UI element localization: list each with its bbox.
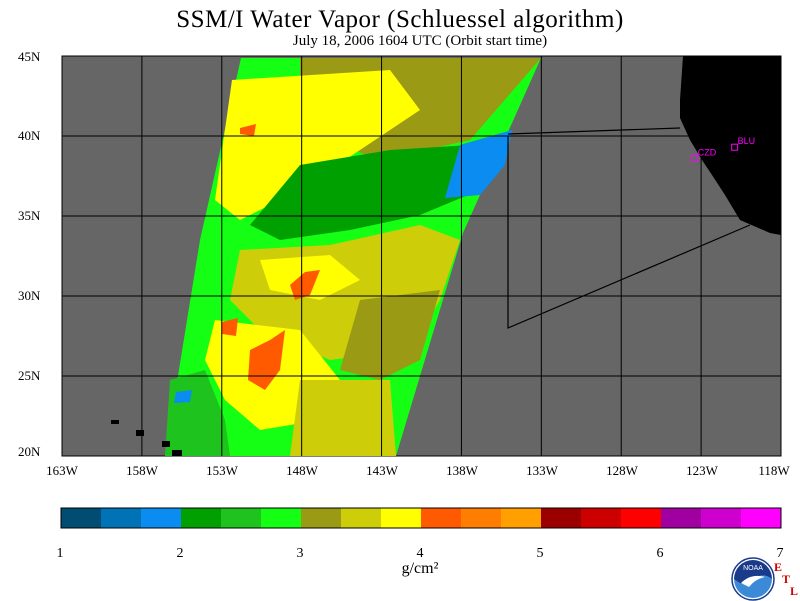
colorbar-tick: 3 <box>296 546 304 561</box>
region-outline-top <box>507 127 681 135</box>
lon-label: 143W <box>366 463 398 478</box>
lon-label: 133W <box>526 463 558 478</box>
colorbar-swatch <box>541 508 582 528</box>
map-subtitle: July 18, 2006 1604 UTC (Orbit start time… <box>292 33 548 49</box>
colorbar-swatch <box>301 508 342 528</box>
lon-label: 148W <box>286 463 318 478</box>
colorbar-swatch <box>741 508 782 528</box>
station-marker-blu <box>731 143 739 151</box>
colorbar-swatch <box>581 508 622 528</box>
colorbar-swatch <box>621 508 662 528</box>
station-markers: CZD BLU <box>691 136 756 162</box>
swath-orange-c <box>222 318 238 336</box>
swath-orange-d <box>240 124 256 136</box>
colorbar-swatch <box>181 508 222 528</box>
colorbar-swatch <box>101 508 142 528</box>
lat-label: 35N <box>18 208 41 223</box>
swath-orange-a <box>290 270 320 300</box>
colorbar-tick: 1 <box>56 546 64 561</box>
station-label-czd: CZD <box>698 147 717 157</box>
lon-label: 158W <box>126 463 158 478</box>
swath-yellow-north <box>215 70 420 220</box>
colorbar-units: g/cm² <box>401 560 439 577</box>
lat-label: 25N <box>18 368 41 383</box>
etl-letter-t: T <box>782 572 791 586</box>
noaa-logo-icon: NOAA <box>731 557 775 601</box>
swath-orange-b <box>248 330 285 390</box>
lon-label: 138W <box>446 463 478 478</box>
colorbar-swatch <box>261 508 302 528</box>
colorbar-swatch <box>221 508 262 528</box>
etl-letter-l: L <box>790 584 799 598</box>
colorbar-swatch <box>141 508 182 528</box>
swath-khaki-south <box>290 380 396 456</box>
swath <box>165 58 541 456</box>
lon-label: 118W <box>758 463 790 478</box>
lon-label: 123W <box>686 463 718 478</box>
svg-text:NOAA: NOAA <box>743 565 763 572</box>
colorbar-tick: 7 <box>776 546 784 561</box>
swath-olive-east <box>340 290 440 380</box>
colorbar <box>60 507 782 529</box>
lat-label: 30N <box>18 288 41 303</box>
hawaiian-islands <box>111 420 182 456</box>
colorbar-tick: 4 <box>416 546 424 561</box>
region-outline <box>507 136 751 329</box>
colorbar-swatch <box>501 508 542 528</box>
station-marker-czd <box>691 154 699 162</box>
colorbar-border <box>60 507 782 529</box>
colorbar-tick: 5 <box>536 546 544 561</box>
colorbar-swatch <box>61 508 102 528</box>
colorbar-swatch <box>701 508 742 528</box>
station-label-blu: BLU <box>738 136 756 146</box>
colorbar-swatch <box>661 508 702 528</box>
lon-label: 163W <box>46 463 78 478</box>
lat-label: 40N <box>18 128 41 143</box>
lat-label: 20N <box>18 444 41 459</box>
map-title: SSM/I Water Vapor (Schluessel algorithm) <box>176 6 624 33</box>
colorbar-swatch <box>341 508 382 528</box>
colorbar-swatch <box>461 508 502 528</box>
grid-lines <box>62 56 781 456</box>
swath-blue-sw <box>174 390 192 403</box>
colorbar-tick: 6 <box>656 546 664 561</box>
land-mass <box>680 56 781 235</box>
colorbar-swatch <box>381 508 422 528</box>
colorbar-swatch <box>421 508 462 528</box>
etl-letter-e: E <box>774 560 783 574</box>
lat-label: 45N <box>18 49 41 64</box>
lon-label: 153W <box>206 463 238 478</box>
colorbar-tick: 2 <box>176 546 184 561</box>
lon-label: 128W <box>606 463 638 478</box>
